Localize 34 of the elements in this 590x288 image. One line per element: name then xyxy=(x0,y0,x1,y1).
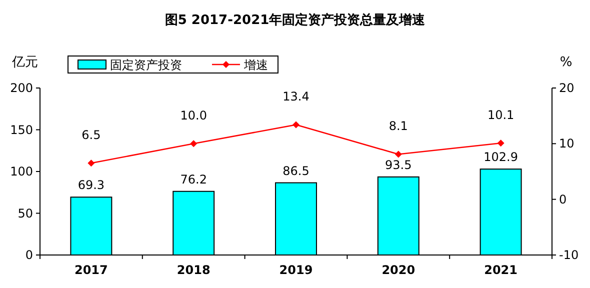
point xyxy=(292,121,300,128)
data-label: 8.1 xyxy=(388,119,408,134)
y2-tick-label: 20 xyxy=(559,81,574,95)
y-tick-label: 50 xyxy=(18,206,33,220)
legend-label: 增速 xyxy=(243,58,268,72)
data-label: 102.9 xyxy=(484,150,518,164)
point xyxy=(88,160,95,167)
y-tick-label: 100 xyxy=(10,164,33,178)
y2-tick-label: 10 xyxy=(559,136,574,151)
data-label: 93.5 xyxy=(385,158,412,172)
x-tick-label: 2018 xyxy=(176,263,210,277)
y2-tick-label: 0 xyxy=(559,192,567,206)
y-tick-label: 150 xyxy=(10,122,33,137)
data-label: 76.2 xyxy=(180,172,207,186)
chart-title: 图5 2017-2021年固定资产投资总量及增速 xyxy=(164,12,426,28)
y2-tick-label: -10 xyxy=(559,248,579,262)
data-label: 10.0 xyxy=(180,108,207,123)
x-tick-label: 2020 xyxy=(382,263,416,277)
x-tick-label: 2019 xyxy=(279,263,313,277)
point xyxy=(394,150,402,158)
data-label: 6.5 xyxy=(82,128,101,142)
point xyxy=(497,140,504,147)
point xyxy=(190,140,198,148)
x-tick-label: 2017 xyxy=(74,263,108,277)
legend-label: 固定资产投资 xyxy=(110,58,182,72)
y-axis-title: 亿元 xyxy=(11,55,38,70)
y2-axis-title: % xyxy=(560,55,572,70)
data-label: 10.1 xyxy=(487,108,514,122)
data-label: 69.3 xyxy=(78,178,105,192)
data-label: 86.5 xyxy=(282,164,310,178)
x-tick-label: 2021 xyxy=(484,263,518,277)
data-label: 13.4 xyxy=(282,90,310,104)
y-tick-label: 0 xyxy=(25,248,33,262)
y-tick-label: 200 xyxy=(10,81,33,95)
